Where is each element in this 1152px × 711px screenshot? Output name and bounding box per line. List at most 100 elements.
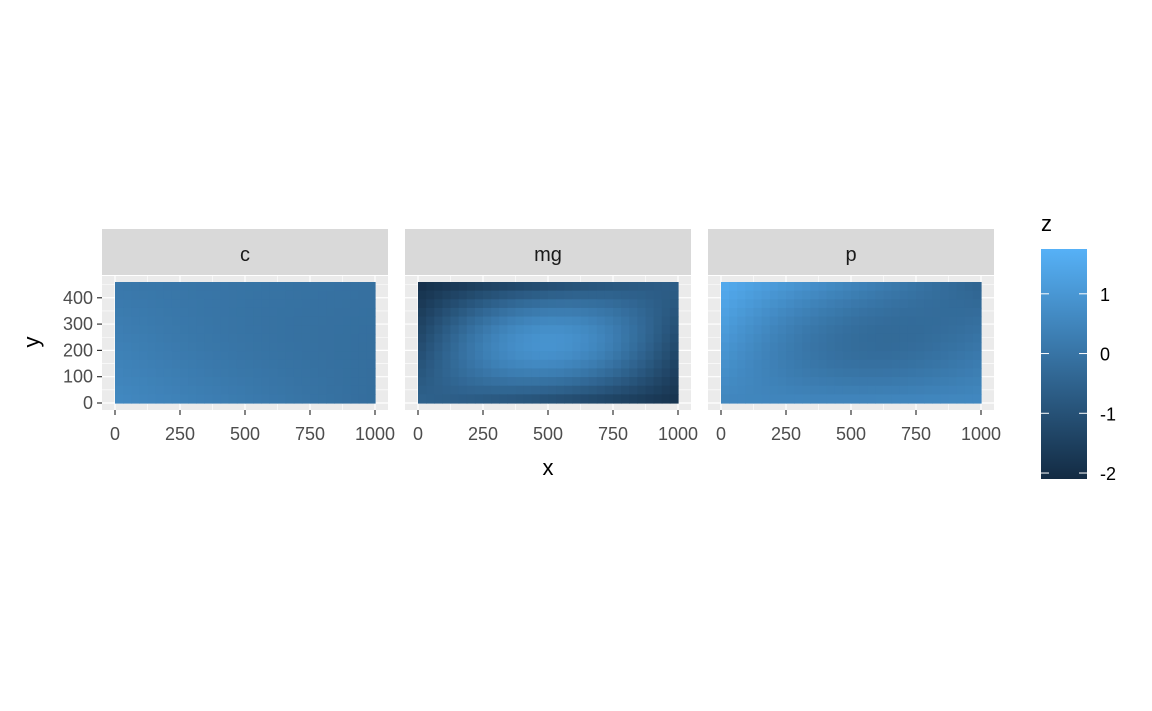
heatmap-tile [523,325,533,335]
x-tick-label: 0 [413,424,423,444]
heatmap-tile [342,377,352,387]
heatmap-tile [948,351,958,361]
heatmap-tile [236,351,246,361]
heatmap-tile [745,282,755,292]
heatmap-tile [932,316,941,326]
heatmap-tile [621,307,630,318]
heatmap-tile [350,359,360,370]
heatmap-tile [851,307,860,318]
heatmap-tile [737,290,746,300]
heatmap-tile [434,342,443,352]
heatmap-tile [964,377,974,387]
heatmap-tile [629,316,638,326]
heatmap-tile [188,307,197,318]
heatmap-tile [621,290,630,300]
heatmap-tile [180,282,189,292]
heatmap-tile [350,290,360,300]
heatmap-tile [253,316,262,326]
heatmap-tile [531,316,541,326]
heatmap-tile [220,359,230,370]
heatmap-tile [253,290,262,300]
heatmap-tile [964,385,974,395]
heatmap-tile [350,368,360,378]
heatmap-tile [737,299,746,309]
heatmap-tile [948,299,958,309]
heatmap-tile [653,325,663,335]
heatmap-tile [786,342,795,352]
heatmap-tile [301,316,311,326]
heatmap-tile [458,342,468,352]
heatmap-tile [418,282,427,292]
heatmap-tile [629,359,638,370]
heatmap-tile [859,394,868,404]
heatmap-tile [621,342,630,352]
heatmap-tile [450,394,460,404]
heatmap-tile [842,377,852,387]
heatmap-tile [948,394,958,404]
heatmap-tile [572,316,582,326]
heatmap-tile [745,342,755,352]
heatmap-tile [564,307,573,318]
heatmap-tile [326,385,335,395]
heatmap-tile [851,377,860,387]
heatmap-tile [564,282,573,292]
heatmap-tile [964,290,974,300]
heatmap-tile [163,359,173,370]
heatmap-tile [924,316,933,326]
heatmap-tile [515,325,525,335]
heatmap-tile [802,307,811,318]
heatmap-tile [188,333,197,344]
heatmap-tile [418,394,427,404]
heatmap-tile [515,307,525,318]
heatmap-tile [301,307,311,318]
heatmap-tile [753,290,763,300]
heatmap-tile [293,359,303,370]
heatmap-tile [310,351,319,361]
heatmap-tile [474,282,484,292]
heatmap-tile [556,333,565,344]
heatmap-tile [556,351,565,361]
heatmap-tile [466,394,476,404]
heatmap-tile [948,307,958,318]
heatmap-tile [342,385,352,395]
heatmap-tile [418,351,427,361]
heatmap-tile [450,307,460,318]
heatmap-tile [834,333,844,344]
heatmap-tile [507,299,517,309]
heatmap-tile [899,394,909,404]
heatmap-tile [155,290,165,300]
heatmap-tile [867,299,876,309]
heatmap-tile [483,290,492,300]
heatmap-tile [310,282,319,292]
heatmap-tile [794,394,803,404]
heatmap-tile [924,282,933,292]
heatmap-tile [269,377,279,387]
heatmap-tile [883,342,893,352]
heatmap-tile [891,351,901,361]
heatmap-tile [123,359,132,370]
heatmap-tile [204,359,214,370]
heatmap-tile [653,359,663,370]
heatmap-tile [434,377,443,387]
heatmap-tile [645,290,655,300]
heatmap-tile [588,316,598,326]
heatmap-tile [883,333,893,344]
heatmap-tile [834,394,844,404]
heatmap-tile [163,394,173,404]
heatmap-tile [883,394,893,404]
heatmap-tile [507,333,517,344]
heatmap-tile [301,342,311,352]
heatmap-tile [645,316,655,326]
heatmap-tile [155,351,165,361]
heatmap-tile [326,394,335,404]
heatmap-tile [818,299,828,309]
heatmap-tile [907,333,917,344]
heatmap-tile [212,325,222,335]
heatmap-tile [653,351,663,361]
heatmap-tile [924,368,933,378]
heatmap-tile [548,282,557,292]
heatmap-tile [474,290,484,300]
heatmap-tile [621,316,630,326]
heatmap-tile [204,342,214,352]
